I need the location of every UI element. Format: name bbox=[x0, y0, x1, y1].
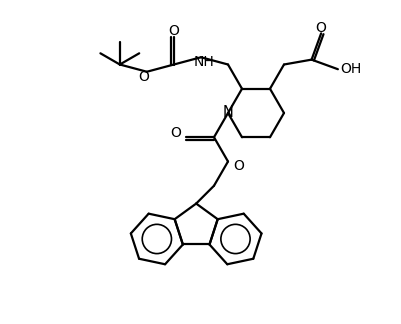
Text: O: O bbox=[315, 21, 326, 35]
Text: O: O bbox=[170, 126, 180, 140]
Text: N: N bbox=[222, 106, 233, 121]
Text: OH: OH bbox=[339, 62, 360, 76]
Text: O: O bbox=[168, 24, 179, 38]
Text: O: O bbox=[138, 70, 149, 84]
Text: O: O bbox=[233, 159, 243, 173]
Text: NH: NH bbox=[193, 55, 214, 69]
